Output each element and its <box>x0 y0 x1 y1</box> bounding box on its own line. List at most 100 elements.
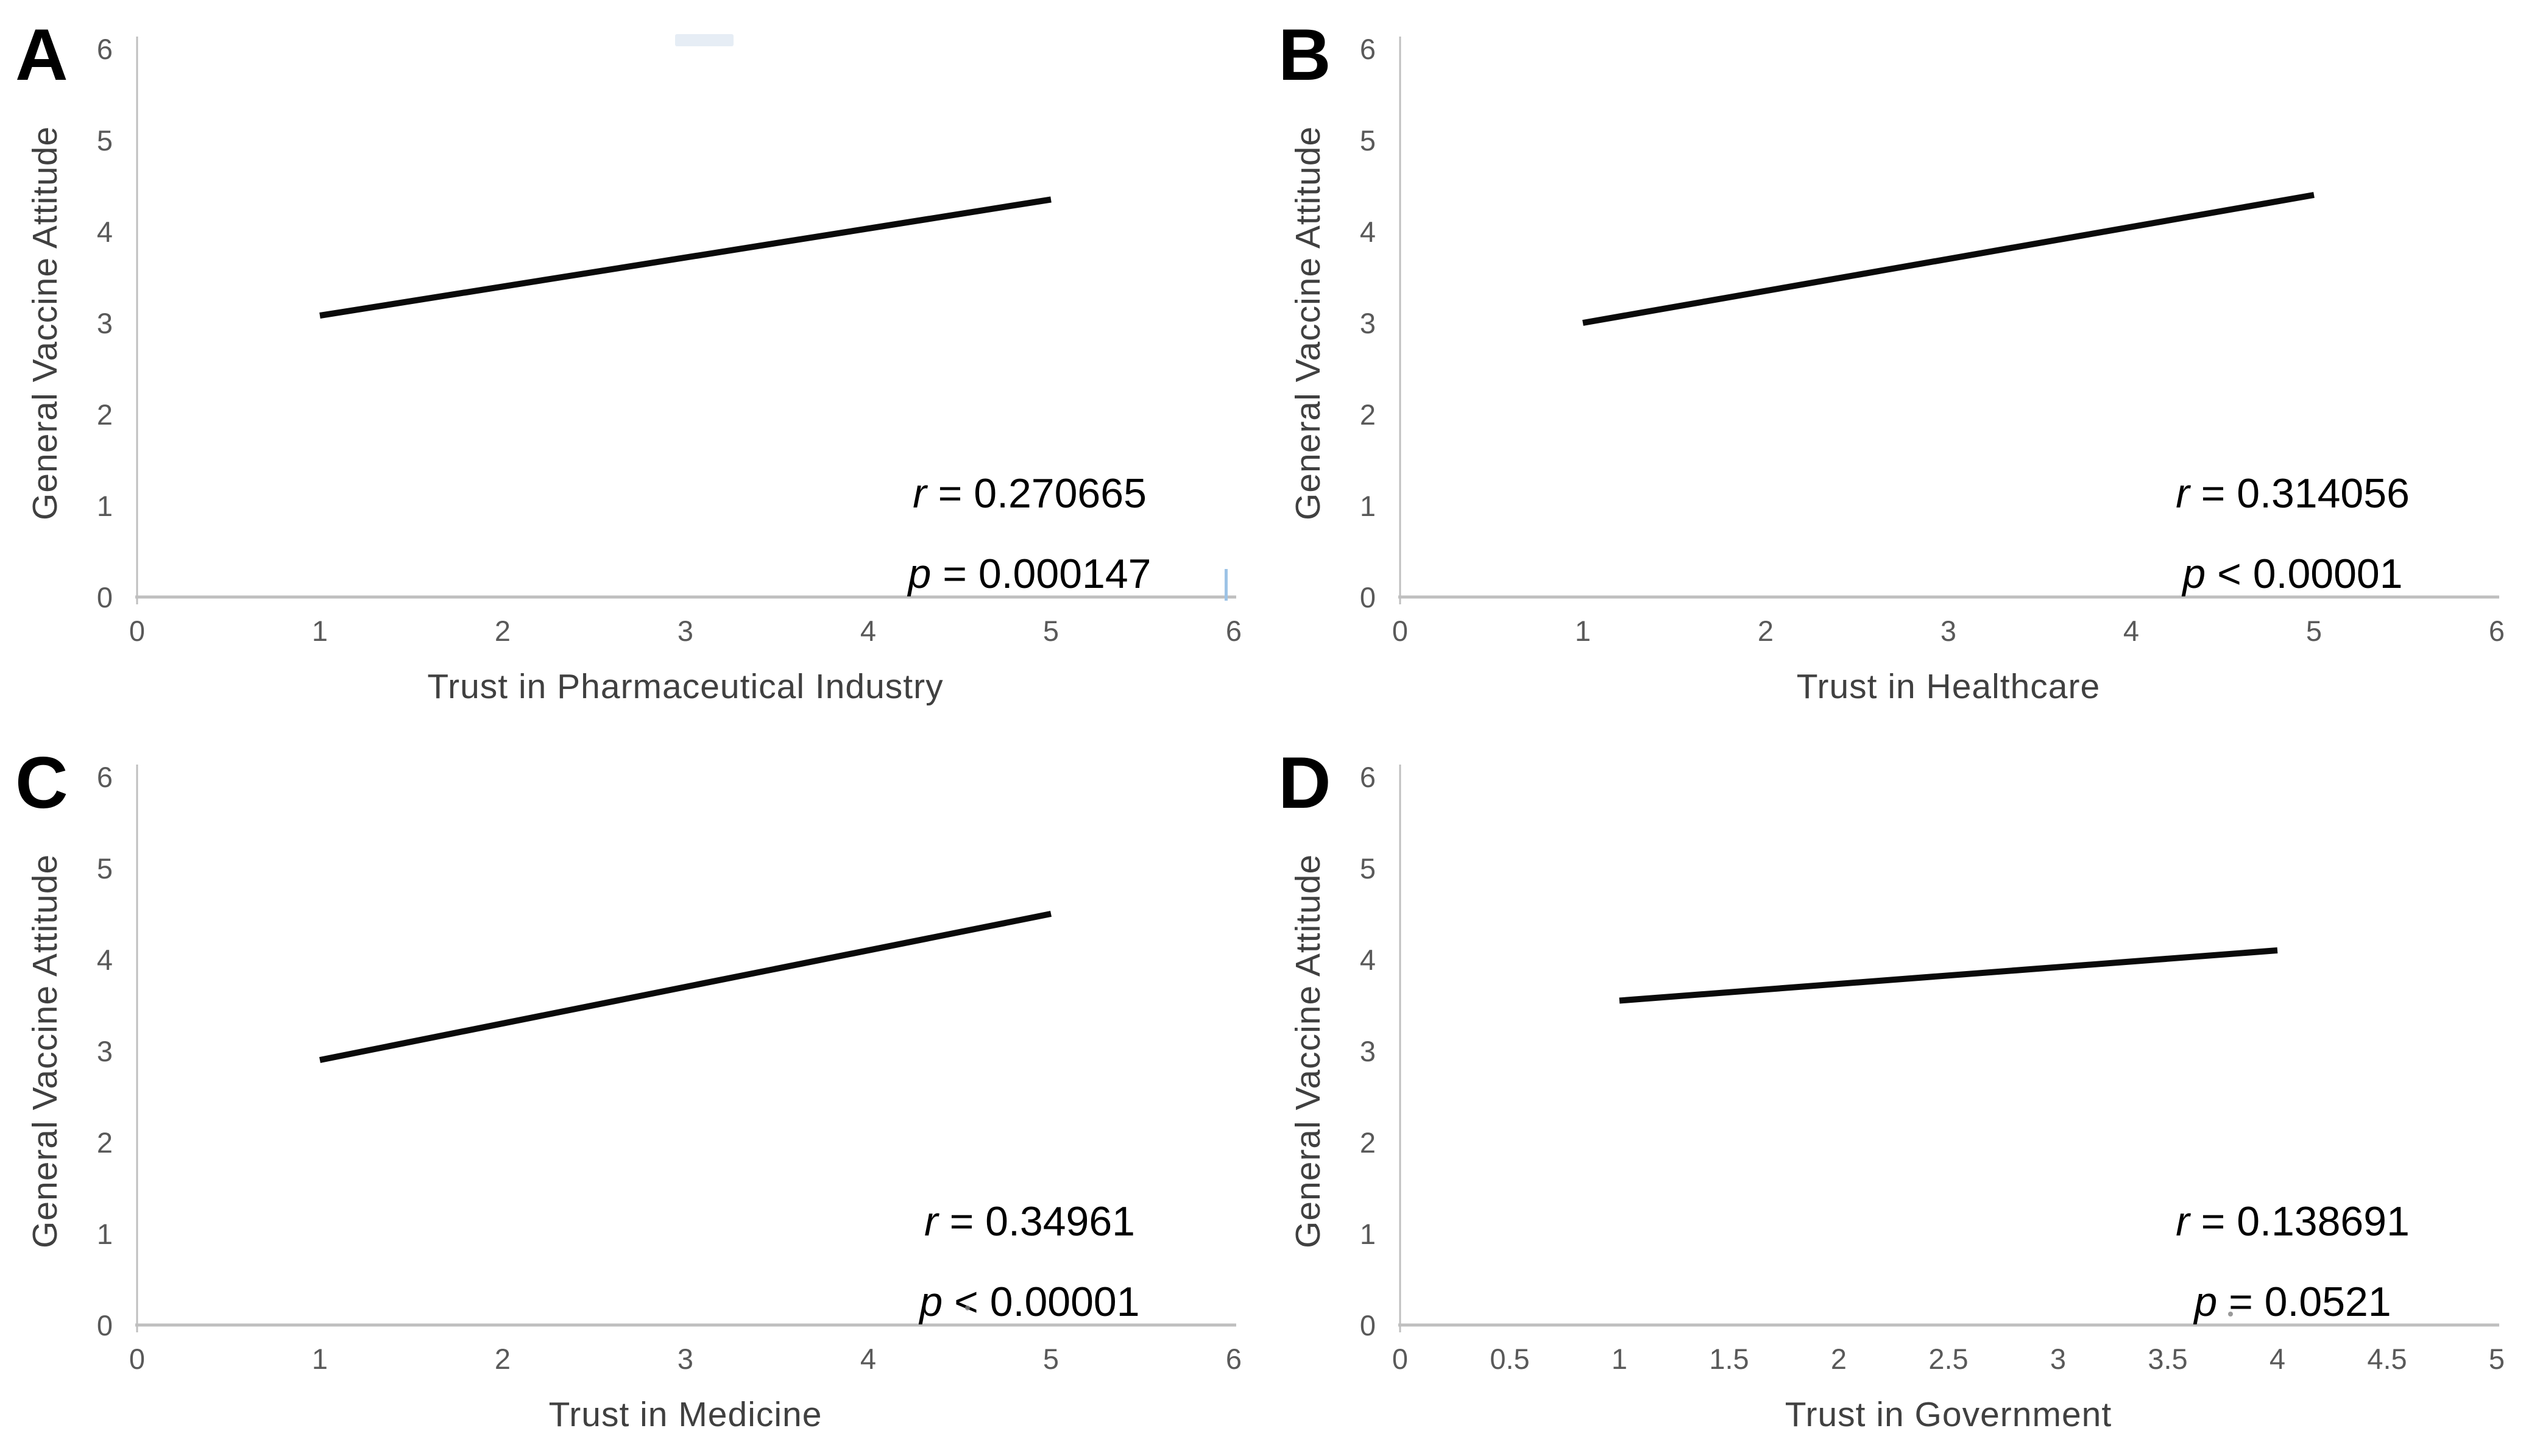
y-tick-label: 5 <box>1360 852 1376 885</box>
chart-d: 0 0.5 1 1.5 2 2.5 3 3.5 4 4.5 5 0 1 2 3 4 5 6 <box>1360 761 2505 1375</box>
y-tick-label: 3 <box>1360 1035 1376 1067</box>
x-tick-label: 5 <box>2489 1343 2505 1375</box>
panel-a-stats-block: r = 0.270665 p = 0.000147 <box>762 453 1263 614</box>
panel-b-stats-block: r = 0.314056 p < 0.00001 <box>2025 453 2526 614</box>
x-tick-label: 0 <box>1392 1343 1408 1375</box>
r-symbol: r <box>913 470 927 517</box>
p-symbol: p <box>919 1279 943 1325</box>
r-stat-line: r = 0.138691 <box>2025 1181 2526 1262</box>
x-tick-label: 1 <box>312 615 328 647</box>
r-symbol: r <box>2176 1198 2190 1245</box>
p-value-text: = 0.0521 <box>2217 1279 2391 1325</box>
y-tick-label: 4 <box>1360 944 1376 976</box>
x-tick-label: 1 <box>1611 1343 1627 1375</box>
y-tick-label: 2 <box>97 398 113 431</box>
y-tick-label: 1 <box>97 1218 113 1250</box>
x-tick-label: 3 <box>1940 615 1956 647</box>
p-value-text: < 0.00001 <box>2206 551 2403 597</box>
p-stat-line: p = 0.0521 <box>2025 1262 2526 1342</box>
panel-c-x-axis-title: Trust in Medicine <box>548 1395 823 1434</box>
p-value-text: < 0.00001 <box>943 1279 1140 1325</box>
x-tick-label: 0 <box>129 1343 145 1375</box>
x-tick-label: 2 <box>1758 615 1774 647</box>
panel-d: 0 0.5 1 1.5 2 2.5 3 3.5 4 4.5 5 0 1 2 3 4 5 6 D General V… <box>1263 728 2526 1456</box>
y-tick-label: 6 <box>97 761 113 793</box>
y-tick-label: 4 <box>1360 216 1376 248</box>
regression-trend-line <box>319 196 1052 319</box>
y-tick-label: 5 <box>97 124 113 157</box>
p-symbol: p <box>2194 1279 2218 1325</box>
x-tick-label: 2 <box>495 1343 511 1375</box>
x-tick-label: 0 <box>1392 615 1408 647</box>
x-tick-label: 3.5 <box>2148 1343 2187 1375</box>
p-stat-line: p = 0.000147 <box>762 534 1263 614</box>
chart-a: 0 1 2 3 4 5 6 0 1 2 3 4 5 6 <box>97 33 1242 647</box>
x-tick-label: 3 <box>677 1343 693 1375</box>
x-tick-label: 4 <box>2270 1343 2285 1375</box>
y-tick-label: 2 <box>1360 398 1376 431</box>
panel-a: 0 1 2 3 4 5 6 0 1 2 3 4 5 6 A General Vaccine Attitud… <box>0 0 1263 728</box>
y-tick-label: 6 <box>1360 761 1376 793</box>
selection-tick-artifact <box>1225 569 1228 601</box>
x-tick-label: 6 <box>2489 615 2505 647</box>
x-tick-label: 0 <box>129 615 145 647</box>
r-value-text: = 0.34961 <box>938 1198 1135 1245</box>
regression-trend-line <box>1582 192 2315 326</box>
y-tick-label: 6 <box>1360 33 1376 65</box>
p-stat-line: p < 0.00001 <box>2025 534 2526 614</box>
panel-b-x-axis-title: Trust in Healthcare <box>1796 667 2101 706</box>
panel-c-letter: C <box>15 742 68 824</box>
y-tick-label: 5 <box>97 852 113 885</box>
y-tick-label: 3 <box>1360 307 1376 339</box>
chart-c: 0 1 2 3 4 5 6 0 1 2 3 4 5 6 <box>97 761 1242 1375</box>
x-tick-label: 6 <box>1226 615 1242 647</box>
r-value-text: = 0.138691 <box>2189 1198 2410 1245</box>
y-tick-label: 0 <box>1360 1309 1376 1341</box>
p-symbol: p <box>908 551 932 597</box>
x-tick-label: 1 <box>312 1343 328 1375</box>
x-tick-label: 1 <box>1575 615 1591 647</box>
r-symbol: r <box>924 1198 938 1245</box>
panel-b: 0 1 2 3 4 5 6 0 1 2 3 4 5 6 B General Vaccine Attitud… <box>1263 0 2526 728</box>
x-tick-label: 1.5 <box>1709 1343 1749 1375</box>
chart-b: 0 1 2 3 4 5 6 0 1 2 3 4 5 6 <box>1360 33 2505 647</box>
y-tick-label: 2 <box>97 1126 113 1159</box>
regression-trend-line <box>319 911 1052 1063</box>
p-symbol: p <box>2182 551 2206 597</box>
x-tick-label: 2 <box>1831 1343 1847 1375</box>
p-value-text: = 0.000147 <box>931 551 1152 597</box>
y-tick-label: 4 <box>97 944 113 976</box>
x-tick-label: 2.5 <box>1928 1343 1968 1375</box>
r-stat-line: r = 0.270665 <box>762 453 1263 534</box>
panel-b-letter: B <box>1278 14 1331 96</box>
y-tick-label: 3 <box>97 307 113 339</box>
panel-c: 0 1 2 3 4 5 6 0 1 2 3 4 5 6 C General Vaccine Attitud… <box>0 728 1263 1456</box>
panel-b-y-axis-title: General Vaccine Attitude <box>1289 125 1328 520</box>
panel-d-letter: D <box>1278 742 1331 824</box>
y-tick-label: 0 <box>97 1309 113 1341</box>
scan-smudge-artifact <box>675 34 734 46</box>
speck-artifact <box>2228 1312 2233 1316</box>
regression-trend-line <box>1619 947 2278 1004</box>
x-tick-label: 5 <box>1043 1343 1059 1375</box>
x-tick-label: 4 <box>860 615 876 647</box>
panel-d-stats-block: r = 0.138691 p = 0.0521 <box>2025 1181 2526 1342</box>
panel-c-y-axis-title: General Vaccine Attitude <box>26 853 65 1248</box>
y-tick-label: 1 <box>97 490 113 522</box>
r-stat-line: r = 0.34961 <box>762 1181 1263 1262</box>
y-tick-label: 4 <box>97 216 113 248</box>
x-tick-label: 4 <box>860 1343 876 1375</box>
y-tick-label: 0 <box>1360 581 1376 613</box>
y-tick-label: 5 <box>1360 124 1376 157</box>
r-stat-line: r = 0.314056 <box>2025 453 2526 534</box>
y-tick-label: 6 <box>97 33 113 65</box>
y-tick-label: 0 <box>97 581 113 613</box>
y-tick-label: 1 <box>1360 1218 1376 1250</box>
x-tick-label: 6 <box>1226 1343 1242 1375</box>
r-symbol: r <box>2176 470 2190 517</box>
y-tick-label: 1 <box>1360 490 1376 522</box>
p-stat-line: p < 0.00001 <box>762 1262 1263 1342</box>
x-tick-label: 3 <box>2050 1343 2066 1375</box>
x-tick-label: 3 <box>677 615 693 647</box>
